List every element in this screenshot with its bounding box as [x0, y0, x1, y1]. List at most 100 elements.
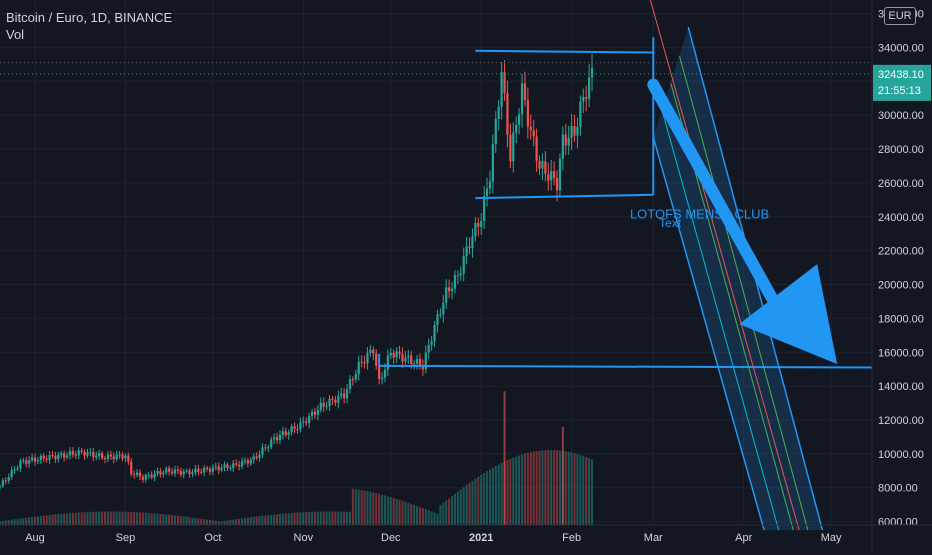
candle-body	[135, 472, 139, 476]
pitchfork-inner-line-3[interactable]	[679, 55, 809, 531]
candle-body	[176, 469, 179, 471]
volume-bar	[188, 517, 191, 525]
candle-body	[121, 454, 124, 459]
volume-bar	[436, 513, 439, 525]
volume-bar	[465, 485, 468, 525]
candle-body	[270, 439, 273, 448]
y-tick-label: 22000.00	[878, 246, 924, 258]
candle-body	[520, 83, 524, 115]
volume-bar	[171, 515, 174, 525]
candle-body	[252, 456, 255, 460]
volume-bar	[372, 492, 375, 525]
volume-bar	[389, 497, 392, 525]
volume-bar	[287, 513, 290, 525]
candle-body	[488, 181, 492, 189]
candle-body	[468, 246, 471, 249]
candle-body	[19, 460, 22, 469]
annotation-text-label[interactable]: Text	[659, 216, 682, 230]
candle-body	[433, 325, 436, 342]
candle-body	[325, 406, 328, 408]
forecast-arrow-head[interactable]	[739, 264, 838, 365]
candle-body	[83, 451, 86, 456]
candle-body	[232, 463, 235, 468]
candle-body	[415, 358, 419, 364]
volume-bar	[497, 464, 500, 525]
volume-bar	[556, 450, 559, 525]
volume-bar	[162, 514, 165, 525]
annotation-club-text[interactable]: LOTOFS MENSA CLUB	[630, 206, 769, 221]
candle-body	[351, 379, 354, 381]
volume-bar	[462, 487, 465, 525]
volume-bar	[386, 496, 389, 525]
volume-bar	[57, 514, 60, 525]
volume-bar	[302, 512, 305, 525]
volume-bar	[381, 494, 384, 525]
candle-body	[424, 352, 427, 370]
candle-body	[442, 302, 445, 315]
candle-body	[33, 457, 37, 462]
volume-bar	[488, 469, 491, 525]
grid	[0, 0, 872, 525]
volume-bar	[223, 520, 226, 525]
volume-bar	[337, 511, 340, 525]
volume-bar	[395, 498, 398, 525]
candle-body	[220, 467, 223, 471]
pitchfork-lower-line[interactable]	[652, 136, 765, 531]
range-bottom-line[interactable]	[475, 193, 654, 200]
volume-bar	[322, 511, 325, 525]
candle-body	[211, 467, 214, 472]
pitchfork-inner-line-1[interactable]	[661, 109, 780, 531]
candle-body	[299, 422, 302, 430]
volume-label: Vol	[6, 27, 25, 42]
volume-bar	[506, 460, 509, 525]
volume-bar	[109, 511, 112, 525]
candle-body	[366, 352, 369, 364]
candle-body	[445, 287, 448, 303]
volume-bar	[138, 512, 141, 525]
volume-bar	[197, 518, 200, 525]
volume-bar	[238, 518, 241, 525]
volume-bar	[541, 450, 544, 525]
volume-bar	[448, 498, 451, 525]
volume-bar	[418, 507, 421, 525]
candle-body	[506, 92, 509, 135]
volume-spike	[503, 391, 506, 525]
candle-body	[48, 455, 51, 461]
volume-bar	[1, 520, 4, 525]
candle-body	[515, 124, 518, 133]
candle-body	[418, 358, 422, 366]
volume-bar	[456, 491, 459, 525]
support-line[interactable]	[379, 364, 873, 369]
volume-bar	[494, 466, 497, 525]
x-tick-label: Sep	[116, 532, 136, 544]
volume-bar	[267, 515, 270, 525]
candle-body	[238, 464, 241, 467]
pitchfork-median-line[interactable]	[649, 0, 800, 531]
candle-body	[255, 456, 258, 458]
volume-bar	[48, 514, 51, 525]
candle-body	[553, 171, 556, 179]
volume-bar	[427, 510, 430, 525]
volume-bar	[39, 515, 42, 525]
candle-body	[100, 453, 104, 459]
candle-body	[518, 114, 521, 125]
range-top-line[interactable]	[475, 49, 654, 54]
volume-bar	[214, 520, 217, 525]
volume-bar	[538, 450, 541, 525]
volume-bar	[550, 450, 553, 525]
volume-bar	[453, 493, 456, 525]
volume-bar	[378, 493, 381, 525]
volume-bar	[585, 456, 588, 525]
candle-body	[526, 100, 529, 127]
currency-badge[interactable]: EUR	[884, 7, 916, 25]
y-tick-label: 20000.00	[878, 280, 924, 292]
volume-bar	[229, 519, 232, 525]
volume-bars	[0, 391, 594, 525]
candle-body	[509, 134, 512, 162]
forecast-arrow-shaft[interactable]	[647, 78, 796, 336]
candlesticks	[0, 54, 594, 490]
x-tick-label: May	[821, 532, 842, 544]
